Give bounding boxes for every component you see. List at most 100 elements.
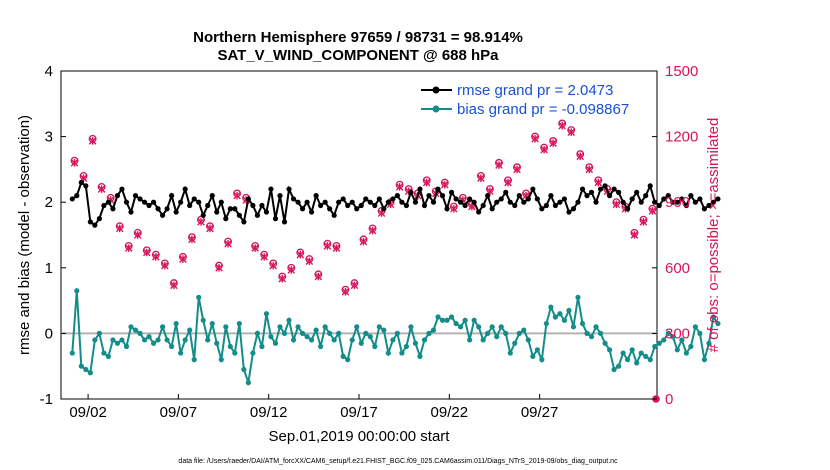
y-tick-label: 3 [45,129,53,146]
bias-point [96,330,102,336]
obs-assimilated-point [152,253,160,261]
obs-assimilated-point [314,272,323,281]
y2-axis-label: # of obs: o=possible; ×=assimilated [705,118,722,353]
rmse-point [327,206,333,212]
rmse-point [268,186,274,192]
rmse-point [403,202,410,209]
bias-point [128,324,134,330]
rmse-point [146,202,152,209]
rmse-point [114,193,121,199]
chart-title: Northern Hemisphere 97659 / 98731 = 98.9… [193,29,523,46]
rmse-point [643,193,649,199]
rmse-point [444,206,450,212]
bias-point [87,370,93,376]
rmse-point [426,193,432,199]
obs-assimilated-point [179,255,187,263]
bias-point [227,343,233,350]
rmse-point [467,196,473,202]
bias-point [561,317,568,323]
bias-point [476,324,482,330]
bias-point [480,337,486,343]
obs-assimilated-point [197,218,205,226]
y2-tick-label: 0 [665,391,673,408]
bias-point [674,347,680,353]
rmse-point [602,183,608,189]
legend: rmse grand pr = 2.0473 bias grand pr = -… [421,82,629,118]
bias-series-layer [69,288,721,386]
rmse-point [119,186,125,192]
rmse-point [593,199,599,205]
rmse-point [78,179,84,186]
rmse-point [552,202,559,209]
rmse-point [295,199,301,205]
rmse-point [512,202,518,209]
bias-point [187,327,193,333]
bias-point [327,330,333,336]
bias-point [146,334,152,340]
rmse-point [345,202,351,209]
rmse-point [105,199,112,205]
obs-assimilated-point [531,134,539,143]
obs-assimilated-point [422,178,431,187]
rmse-point [408,189,414,195]
bias-point [706,340,712,346]
rmse-point [688,193,694,199]
bias-point [272,340,279,346]
rmse-point [706,202,712,209]
bias-point [164,337,170,343]
rmse-point [606,193,613,199]
obs-assimilated-point [287,266,296,274]
rmse-point [588,189,595,195]
bias-point [254,330,261,336]
bias-point [318,343,324,350]
obs-assimilated-point [395,183,404,191]
y2-tick-label: 300 [665,325,690,342]
rmse-point [372,202,378,209]
rmse-point [227,206,233,212]
rmse-point [101,202,107,209]
bias-point [209,320,215,327]
bias-point [223,324,229,330]
rmse-point [250,202,256,209]
rmse-point [661,196,667,202]
rmse-point [715,196,721,202]
rmse-point [597,186,604,192]
rmse-point [132,193,139,199]
bias-point [710,314,717,320]
x-tick-label: 09/17 [340,404,378,421]
left-axis: -1 0 1 2 3 4 [40,63,66,408]
bias-point [408,324,414,330]
rmse-point [453,196,459,202]
obs-assimilated-point [350,281,359,290]
obs-assimilated-point [70,159,79,167]
bias-point [358,340,364,346]
rmse-point [575,199,581,205]
rmse-point [394,193,400,199]
obs-assimilated-point [576,152,585,161]
bias-point [232,350,238,356]
obs-assimilated-point [341,288,350,296]
bias-point [277,324,283,330]
obs-assimilated-point [170,281,178,290]
bias-point [683,350,689,356]
y2-tick-label: 1200 [665,129,698,146]
bias-point [376,324,382,330]
obs-assimilated-point [594,178,603,187]
bias-point [119,337,125,343]
obs-assimilated-point [440,180,449,189]
bias-point [421,337,428,343]
rmse-point [241,219,247,225]
rmse-point [557,199,563,205]
obs-assimilated-point [224,239,232,248]
bias-point [236,320,242,327]
obs-assimilated-point [215,264,223,272]
rmse-point [299,206,306,212]
rmse-point [223,216,229,222]
bias-point [593,324,599,330]
bias-point [503,330,509,336]
bias-point [467,337,473,343]
rmse-point [187,202,193,209]
rmse-point [570,206,577,212]
rmse-point [96,216,102,222]
rmse-point [331,212,337,218]
